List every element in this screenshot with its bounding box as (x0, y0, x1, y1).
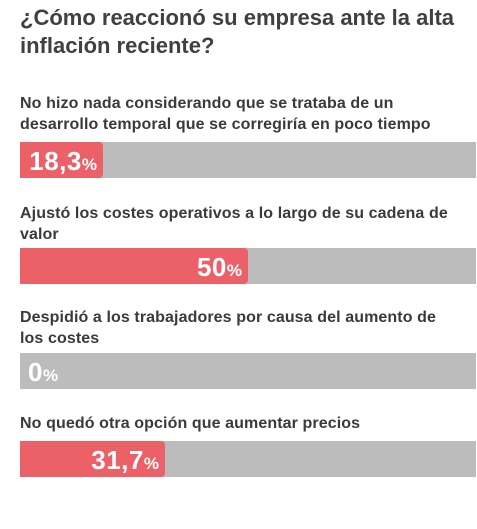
bar-item: Ajustó los costes operativos a lo largo … (20, 203, 476, 284)
bar-fill (20, 248, 248, 284)
bar-value-number: 31,7 (91, 445, 144, 475)
bar-value-label: 31,7% (91, 441, 159, 477)
bar-value-unit: % (81, 155, 97, 174)
bar-fill (20, 441, 165, 477)
bar-value-label: 50% (197, 248, 242, 284)
bar-value-unit: % (226, 261, 242, 280)
bar-category-label: No hizo nada considerando que se trataba… (20, 95, 431, 133)
bar-track: 18,3% (20, 142, 476, 178)
bar-value-number: 18,3 (29, 146, 82, 176)
bar-category-label: No quedó otra opción que aumentar precio… (20, 415, 361, 432)
bar-value-label: 18,3% (29, 142, 97, 178)
bar-item: No hizo nada considerando que se trataba… (20, 93, 476, 178)
bar-value-number: 0 (28, 357, 43, 387)
bar-value-unit: % (143, 454, 159, 473)
bar-track: 50% (20, 248, 476, 284)
chart-title: ¿Cómo reaccionó su empresa ante la alta … (20, 5, 455, 58)
bar-fill (20, 142, 103, 178)
bar-item: Despidió a los trabajadores por causa de… (20, 307, 476, 389)
bar-track: 31,7% (20, 441, 476, 477)
bar-value-label: 0% (28, 353, 58, 389)
bar-value-number: 50 (196, 252, 227, 282)
bar-category-label: Ajustó los costes operativos a lo largo … (20, 205, 448, 243)
bar-item: No quedó otra opción que aumentar precio… (20, 413, 476, 477)
bar-category-label: Despidió a los trabajadores por causa de… (20, 309, 436, 347)
bar-track: 0% (20, 353, 476, 389)
bar-value-unit: % (42, 366, 59, 385)
